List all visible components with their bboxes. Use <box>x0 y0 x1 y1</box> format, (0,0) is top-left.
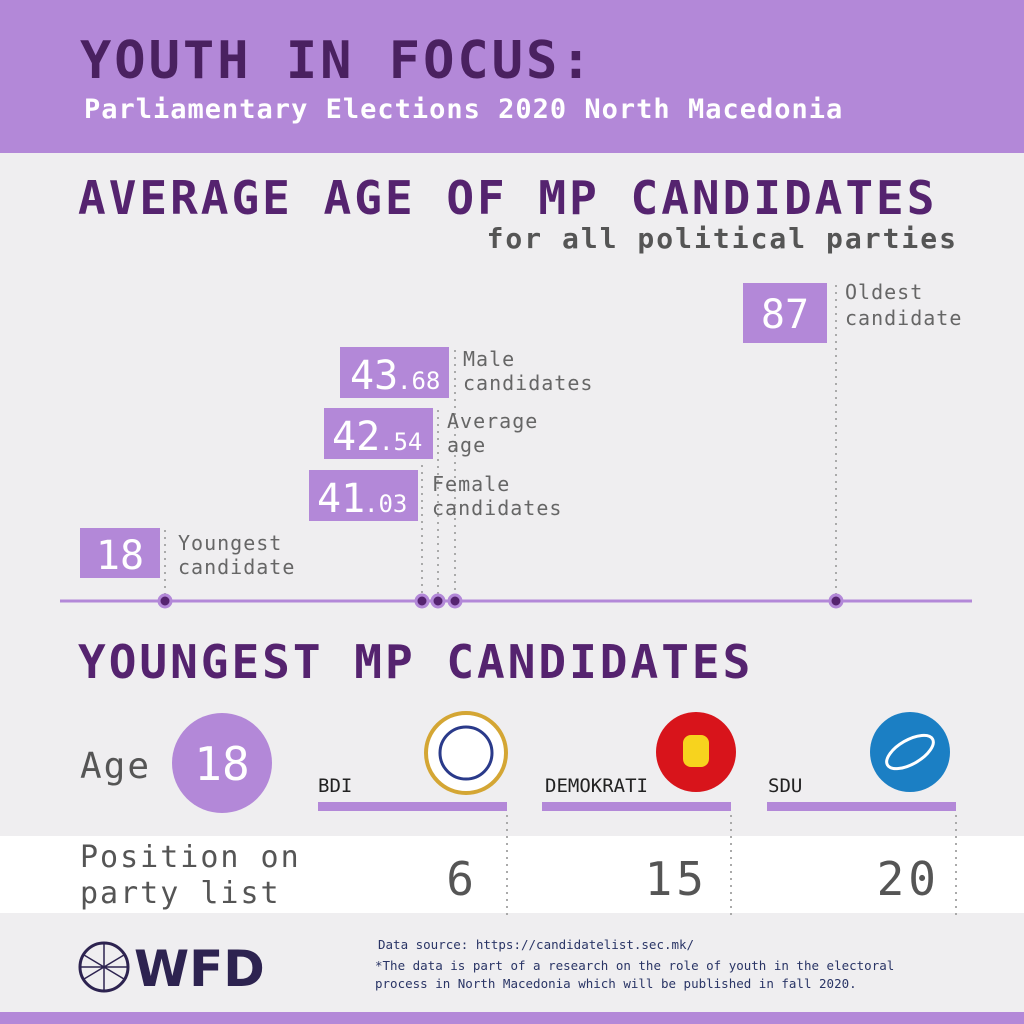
sdu-logo <box>870 712 950 792</box>
label: age <box>447 433 486 457</box>
label: candidates <box>432 496 562 520</box>
value-box <box>80 528 160 578</box>
bdi-logo <box>424 711 508 795</box>
label: candidate <box>178 555 295 579</box>
age-value: 18 <box>194 737 249 791</box>
average-fraction: .54 <box>379 428 422 456</box>
demokrati-logo-hand <box>683 735 709 767</box>
value-box <box>324 408 433 459</box>
party-name: SDU <box>768 775 802 797</box>
label: Oldest <box>845 280 923 304</box>
timeline-dot <box>828 593 844 609</box>
age-circle <box>172 713 272 813</box>
timeline-dot <box>157 593 173 609</box>
youngest-value: 18 <box>96 533 144 579</box>
value-box <box>743 283 827 343</box>
female-fraction: .03 <box>364 490 407 518</box>
label: Male <box>463 347 515 371</box>
header-band <box>0 0 1024 153</box>
header-subtitle: Parliamentary Elections 2020 North Maced… <box>84 94 843 125</box>
timeline-dot <box>447 593 463 609</box>
label: candidates <box>463 371 593 395</box>
position-label: Position on <box>80 840 301 875</box>
male-fraction: .68 <box>397 367 440 395</box>
footer-band <box>0 1012 1024 1024</box>
timeline-dot <box>430 593 446 609</box>
party-bar <box>767 802 956 811</box>
position-band <box>0 836 1024 913</box>
age-label: Age <box>80 746 151 787</box>
party-bar <box>542 802 731 811</box>
label: Youngest <box>178 531 282 555</box>
label: candidate <box>845 306 962 330</box>
oldest-value: 87 <box>761 292 809 338</box>
section-title: YOUNGEST MP CANDIDATES <box>78 635 753 689</box>
average-whole: 42 <box>332 414 380 460</box>
position-value: 15 <box>645 852 708 906</box>
section-subtitle: for all political parties <box>487 222 958 255</box>
note: *The data is part of a research on the r… <box>375 958 894 973</box>
position-value: 20 <box>877 852 940 906</box>
bdi-logo-inner <box>438 725 494 781</box>
party-bar <box>318 802 507 811</box>
header-title: YOUTH IN FOCUS: <box>80 31 595 91</box>
value-box <box>309 470 418 521</box>
party-name: BDI <box>318 775 352 797</box>
sdu-logo-orbit <box>885 733 935 771</box>
timeline-dot <box>414 593 430 609</box>
position-value: 6 <box>446 852 478 906</box>
section-title: AVERAGE AGE OF MP CANDIDATES <box>78 171 937 225</box>
party-name: DEMOKRATI <box>545 775 648 797</box>
data-source: Data source: https://candidatelist.sec.m… <box>378 937 694 952</box>
wfd-logo: WFD <box>134 940 265 998</box>
male-whole: 43 <box>350 353 398 399</box>
label: Female <box>432 472 510 496</box>
female-whole: 41 <box>317 476 365 522</box>
wfd-globe-lines <box>80 943 128 991</box>
label: Average <box>447 409 538 433</box>
value-box <box>340 347 449 398</box>
note: process in North Macedonia which will be… <box>375 976 857 991</box>
position-label: party list <box>80 876 281 911</box>
